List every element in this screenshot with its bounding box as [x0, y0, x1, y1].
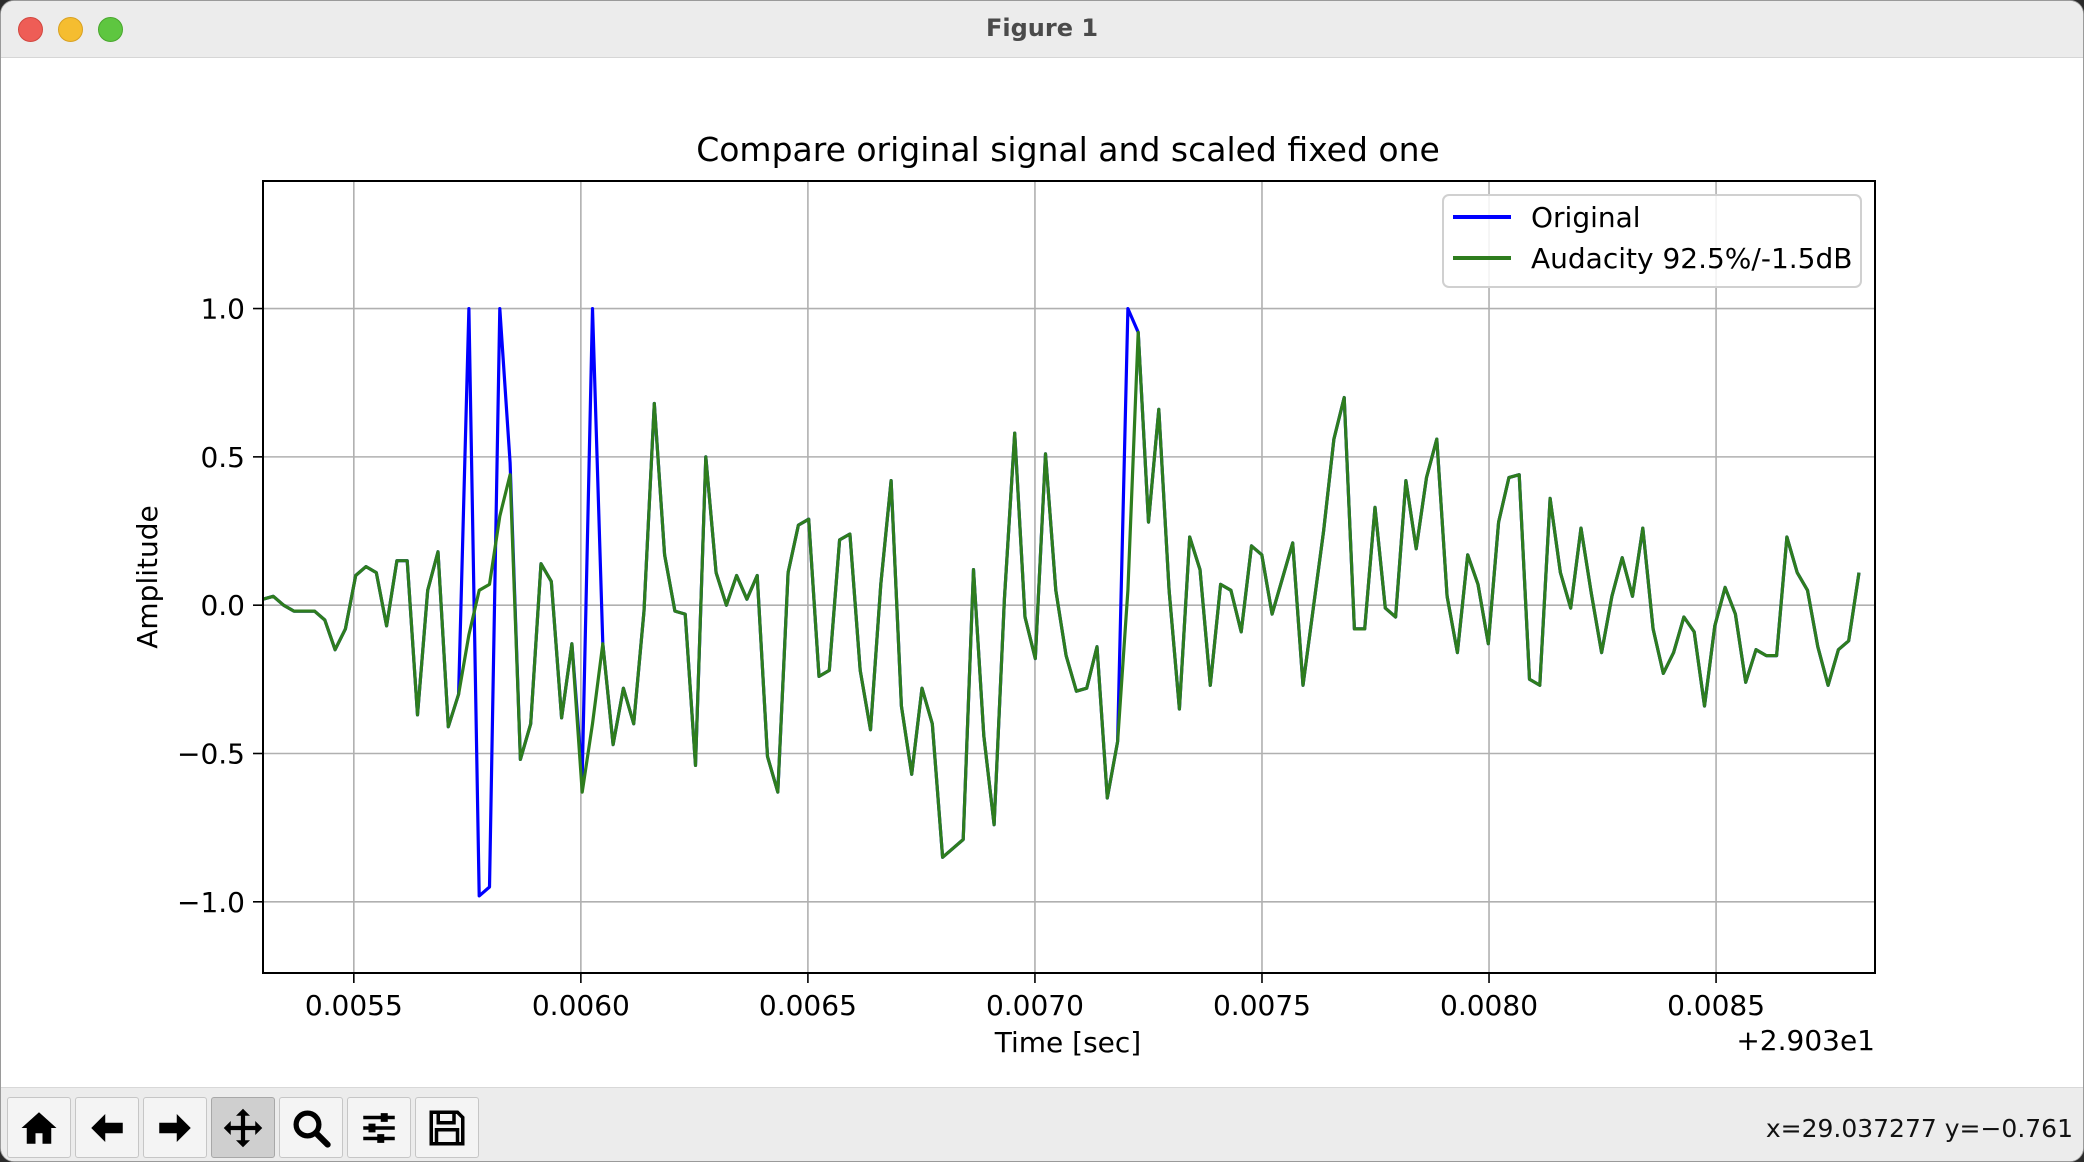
line-chart[interactable]: Compare original signal and scaled fixed… [1, 59, 2084, 1087]
y-tick-label: 0.5 [200, 441, 245, 474]
legend-label-audacity: Audacity 92.5%/-1.5dB [1531, 242, 1852, 275]
x-tick-label: 0.0085 [1667, 989, 1765, 1022]
y-tick-label: −0.5 [177, 737, 245, 770]
arrow-left-icon [91, 1113, 123, 1142]
x-axis-ticks: 0.0055 0.0060 0.0065 0.0070 0.0075 0.0080 0.00… [305, 973, 1765, 1022]
x-offset-label: +2.903e1 [1736, 1024, 1875, 1057]
series-line-original [262, 307, 1861, 898]
legend-label-original: Original [1531, 201, 1641, 234]
floppy-disk-icon [429, 1110, 465, 1145]
pan-button[interactable] [211, 1097, 275, 1158]
forward-button[interactable] [143, 1097, 207, 1158]
window-title: Figure 1 [985, 14, 1099, 42]
x-tick-label: 0.0070 [986, 989, 1084, 1022]
save-button[interactable] [415, 1097, 479, 1158]
y-tick-label: −1.0 [177, 886, 245, 919]
y-axis-ticks: 1.0 0.5 0.0 −0.5 −1.0 [177, 293, 263, 919]
y-tick-label: 0.0 [200, 589, 245, 622]
title-bar: Figure 1 [1, 1, 2083, 58]
legend-box [1442, 194, 1862, 288]
minimize-window-button[interactable] [58, 17, 83, 42]
navigation-toolbar: x=29.037277 y=−0.761 [1, 1087, 2083, 1161]
grid-lines [263, 181, 1875, 973]
zoom-button[interactable] [279, 1097, 343, 1158]
x-tick-label: 0.0075 [1213, 989, 1311, 1022]
configure-subplots-button[interactable] [347, 1097, 411, 1158]
legend: Original Audacity 92.5%/-1.5dB [1442, 194, 1862, 288]
figure-canvas[interactable]: Compare original signal and scaled fixed… [1, 59, 2084, 1087]
cursor-coordinates: x=29.037277 y=−0.761 [1765, 1114, 2073, 1143]
x-tick-label: 0.0055 [305, 989, 403, 1022]
x-tick-label: 0.0065 [759, 989, 857, 1022]
home-button[interactable] [7, 1097, 71, 1158]
maximize-window-button[interactable] [98, 17, 123, 42]
x-axis-label: Time [sec] [994, 1026, 1141, 1059]
y-axis-label: Amplitude [131, 505, 164, 649]
series-line-audacity [262, 330, 1861, 859]
arrow-right-icon [159, 1113, 191, 1142]
move-icon [223, 1108, 263, 1147]
y-tick-label: 1.0 [200, 293, 245, 326]
sliders-icon [363, 1112, 395, 1143]
x-tick-label: 0.0060 [532, 989, 630, 1022]
series-group [262, 307, 1861, 898]
home-icon [21, 1111, 57, 1144]
close-window-button[interactable] [18, 17, 43, 42]
magnifier-icon [293, 1110, 331, 1148]
x-tick-label: 0.0080 [1440, 989, 1538, 1022]
back-button[interactable] [75, 1097, 139, 1158]
chart-title: Compare original signal and scaled fixed… [696, 130, 1440, 169]
axes-frame [262, 180, 1876, 974]
